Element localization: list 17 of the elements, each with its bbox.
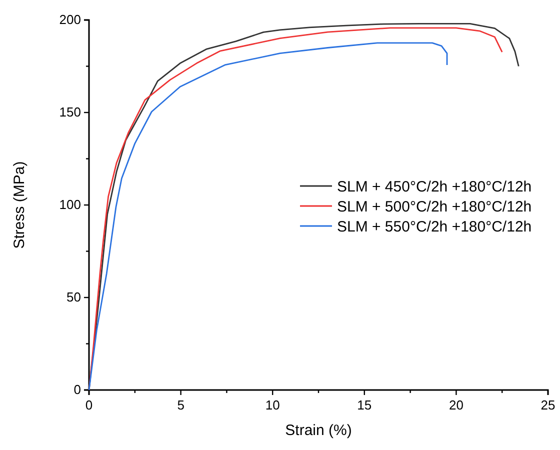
legend-label: SLM + 450°C/2h +180°C/12h	[337, 178, 532, 196]
y-tick-label: 200	[59, 12, 81, 28]
x-tick-label: 15	[357, 398, 372, 413]
y-axis-title: Stress (MPa)	[11, 161, 28, 249]
x-tick-label: 10	[265, 398, 280, 413]
y-tick-label: 0	[74, 382, 81, 398]
x-axis-title: Strain (%)	[285, 422, 352, 439]
x-tick-label: 5	[177, 398, 184, 413]
y-tick-label: 50	[66, 290, 81, 305]
x-tick-label: 20	[448, 398, 464, 413]
legend-label: SLM + 550°C/2h +180°C/12h	[337, 218, 532, 236]
y-tick-label: 150	[59, 104, 81, 120]
y-tick-label: 100	[59, 197, 81, 212]
x-tick-label: 25	[540, 398, 556, 413]
x-tick-label: 0	[85, 398, 93, 413]
line-series	[88, 42, 448, 391]
legend-label: SLM + 500°C/2h +180°C/12h	[337, 198, 532, 216]
